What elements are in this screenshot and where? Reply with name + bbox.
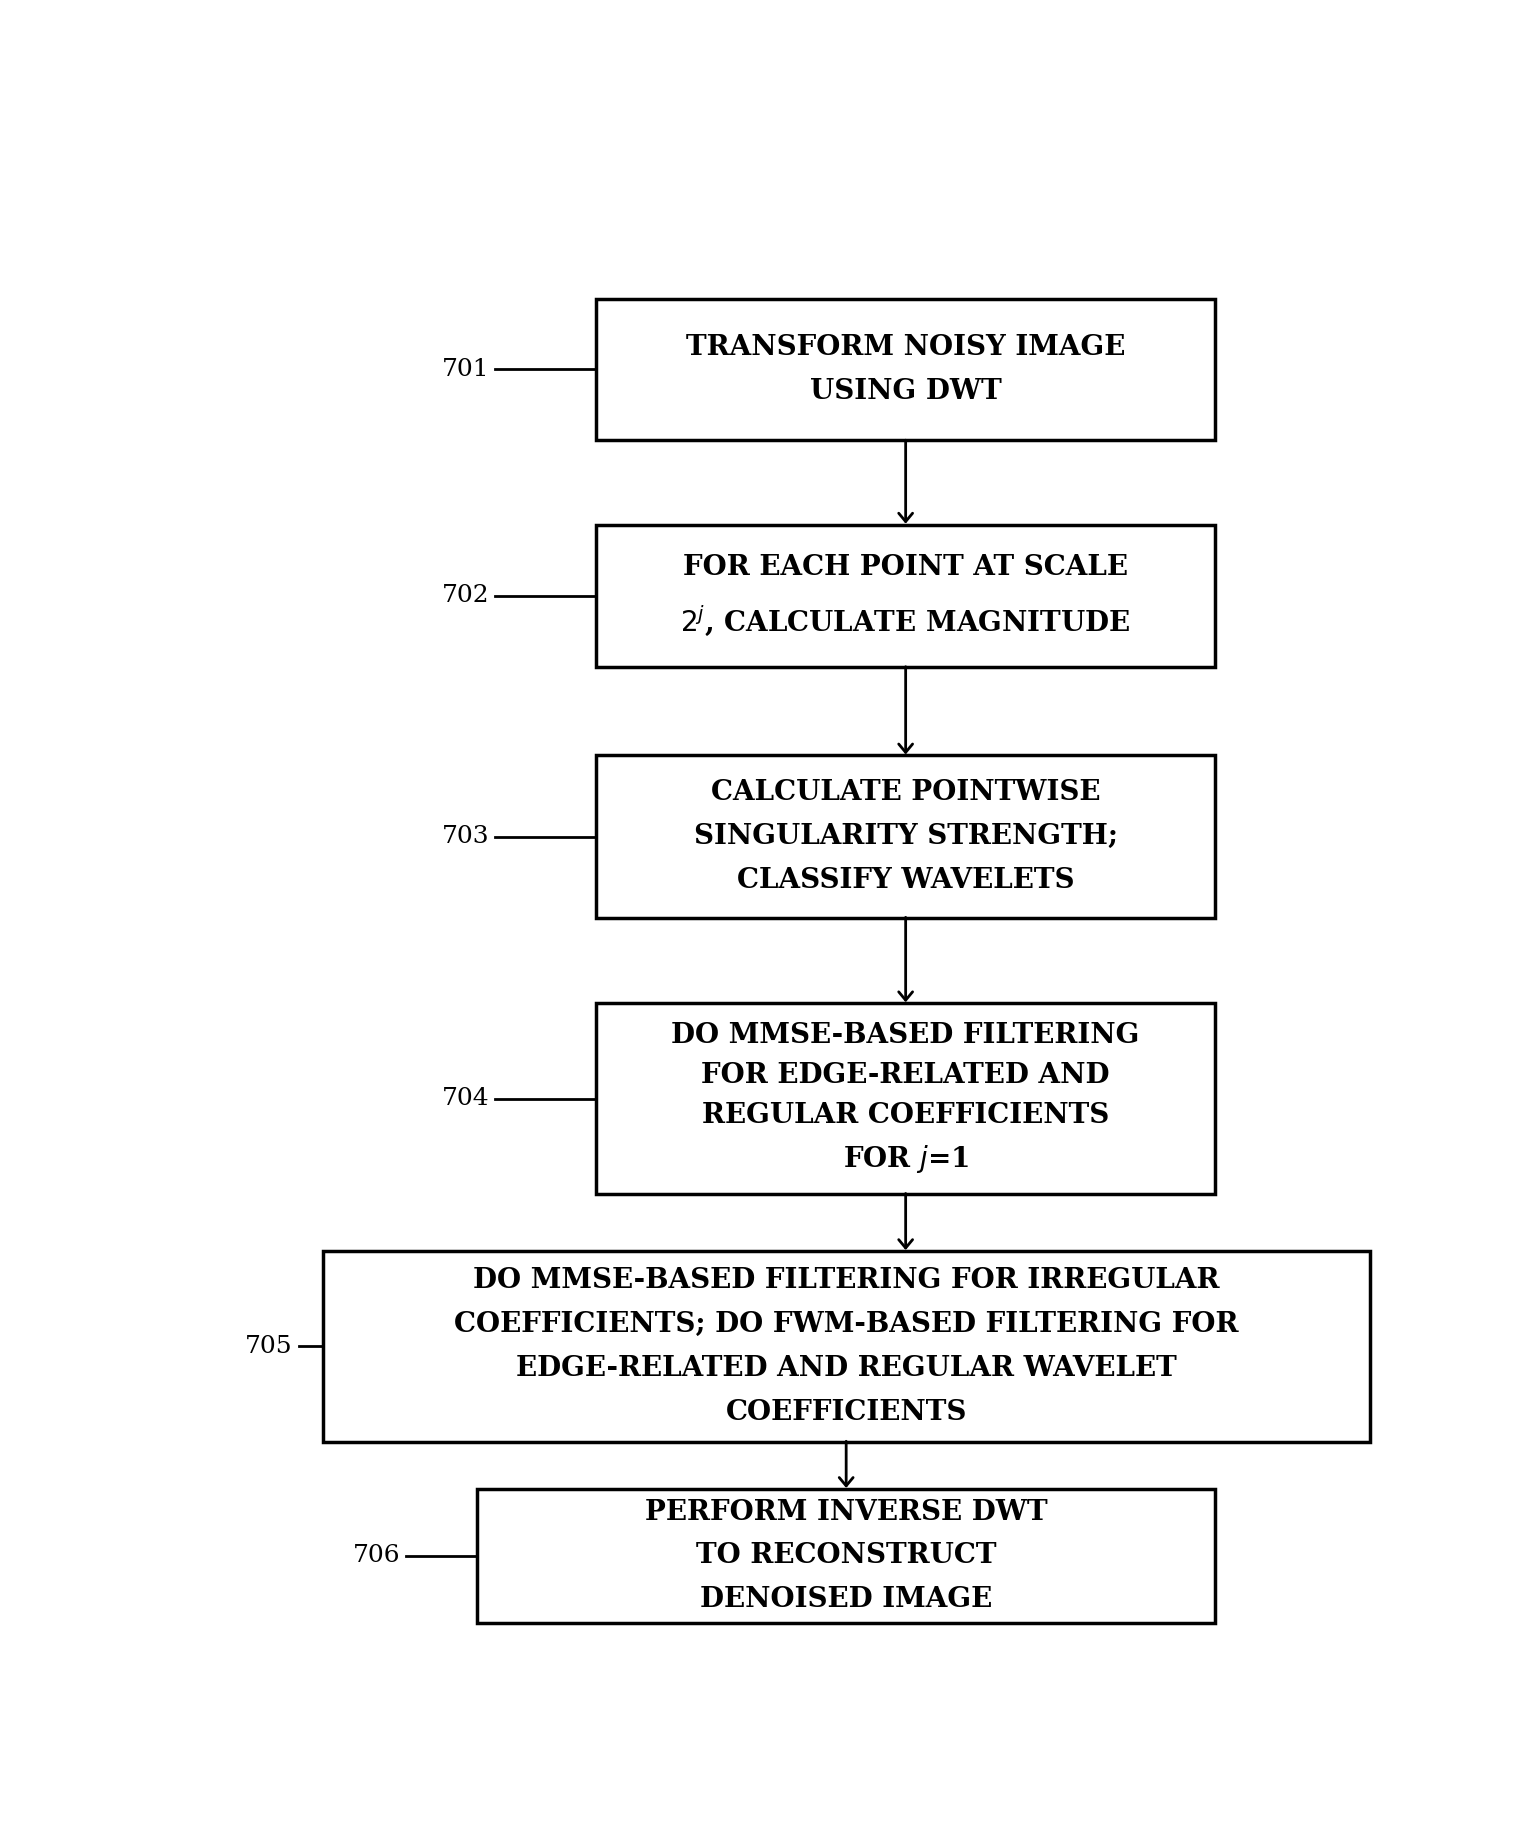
Bar xyxy=(596,526,1216,668)
Bar xyxy=(322,1251,1369,1442)
Text: 705: 705 xyxy=(246,1335,293,1357)
Text: 703: 703 xyxy=(442,826,490,848)
Text: FOR EACH POINT AT SCALE
$2^j$, CALCULATE MAGNITUDE: FOR EACH POINT AT SCALE $2^j$, CALCULATE… xyxy=(680,554,1131,638)
Text: DO MMSE-BASED FILTERING FOR IRREGULAR
COEFFICIENTS; DO FWM-BASED FILTERING FOR
E: DO MMSE-BASED FILTERING FOR IRREGULAR CO… xyxy=(454,1267,1239,1425)
Text: PERFORM INVERSE DWT
TO RECONSTRUCT
DENOISED IMAGE: PERFORM INVERSE DWT TO RECONSTRUCT DENOI… xyxy=(645,1499,1047,1613)
Bar xyxy=(596,1002,1216,1194)
Bar xyxy=(596,298,1216,440)
Text: 702: 702 xyxy=(442,585,490,607)
Text: 706: 706 xyxy=(353,1545,401,1567)
Text: 701: 701 xyxy=(442,359,490,381)
Text: 704: 704 xyxy=(442,1087,490,1111)
Text: DO MMSE-BASED FILTERING
FOR EDGE-RELATED AND
REGULAR COEFFICIENTS
FOR $j$=1: DO MMSE-BASED FILTERING FOR EDGE-RELATED… xyxy=(671,1022,1141,1175)
Text: TRANSFORM NOISY IMAGE
USING DWT: TRANSFORM NOISY IMAGE USING DWT xyxy=(686,335,1125,405)
Bar xyxy=(596,756,1216,918)
Bar xyxy=(477,1490,1216,1624)
Text: CALCULATE POINTWISE
SINGULARITY STRENGTH;
CLASSIFY WAVELETS: CALCULATE POINTWISE SINGULARITY STRENGTH… xyxy=(694,780,1117,894)
